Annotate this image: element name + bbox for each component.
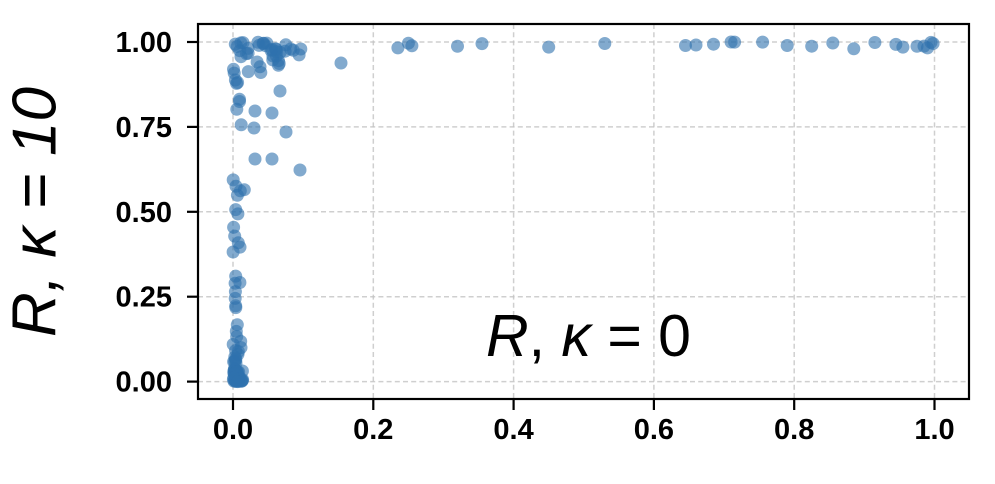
svg-text:1.00: 1.00 bbox=[116, 27, 172, 59]
svg-text:0.0: 0.0 bbox=[213, 414, 253, 446]
svg-text:0.8: 0.8 bbox=[774, 414, 814, 446]
svg-text:0.25: 0.25 bbox=[116, 282, 172, 314]
svg-text:0.00: 0.00 bbox=[116, 367, 172, 399]
svg-text:0.6: 0.6 bbox=[634, 414, 674, 446]
svg-text:0.75: 0.75 bbox=[116, 112, 172, 144]
svg-text:0.50: 0.50 bbox=[116, 197, 172, 229]
svg-text:R, κ = 0: R, κ = 0 bbox=[486, 303, 691, 369]
svg-text:1.0: 1.0 bbox=[914, 414, 954, 446]
svg-text:0.4: 0.4 bbox=[493, 414, 533, 446]
svg-text:0.2: 0.2 bbox=[353, 414, 393, 446]
